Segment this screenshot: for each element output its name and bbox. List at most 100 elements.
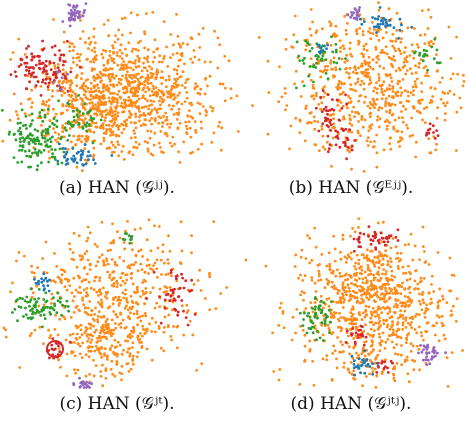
orange-point — [400, 353, 403, 357]
orange-point — [101, 90, 105, 93]
orange-point — [380, 263, 384, 267]
orange-point — [369, 37, 373, 41]
blue-point — [378, 6, 382, 9]
orange-point — [119, 78, 122, 81]
orange-point — [123, 292, 127, 296]
orange-point — [82, 120, 85, 123]
orange-point — [130, 77, 134, 80]
red-point — [181, 276, 185, 280]
orange-point — [2, 326, 6, 330]
orange-point — [366, 264, 370, 267]
orange-point — [421, 225, 425, 229]
orange-point — [299, 324, 302, 328]
orange-point — [53, 252, 56, 255]
orange-point — [144, 287, 148, 290]
orange-point — [161, 250, 165, 254]
orange-point — [189, 36, 193, 40]
orange-point — [95, 341, 99, 344]
orange-point — [42, 303, 46, 307]
orange-point — [117, 295, 121, 299]
orange-point — [125, 297, 128, 301]
orange-point — [104, 376, 108, 380]
orange-point — [61, 68, 65, 71]
orange-point — [65, 81, 68, 84]
green-point — [22, 315, 25, 318]
orange-point — [257, 36, 261, 39]
orange-point — [419, 276, 423, 280]
orange-point — [159, 103, 162, 107]
orange-point — [180, 52, 184, 55]
orange-point — [417, 65, 421, 69]
orange-point — [312, 383, 316, 387]
orange-point — [100, 346, 104, 350]
orange-point — [145, 57, 149, 61]
orange-point — [355, 351, 358, 355]
blue-point — [352, 363, 356, 366]
orange-point — [111, 130, 115, 134]
orange-point — [426, 27, 430, 30]
orange-point — [411, 258, 415, 262]
orange-point — [387, 94, 391, 98]
green-point — [46, 305, 49, 309]
orange-point — [417, 325, 421, 329]
orange-point — [365, 75, 369, 79]
green-point — [30, 138, 34, 142]
blue-point — [360, 363, 364, 367]
orange-point — [76, 118, 79, 122]
orange-point — [402, 104, 405, 108]
orange-point — [349, 234, 352, 238]
orange-point — [406, 295, 410, 299]
orange-point — [393, 286, 397, 290]
orange-point — [405, 99, 409, 103]
orange-point — [89, 87, 93, 91]
orange-point — [107, 112, 110, 116]
orange-point — [359, 83, 362, 87]
orange-point — [442, 323, 445, 327]
orange-point — [411, 133, 414, 137]
orange-point — [68, 45, 72, 48]
orange-point — [129, 121, 133, 124]
orange-point — [388, 108, 392, 112]
orange-point — [81, 30, 85, 33]
orange-point — [109, 56, 113, 60]
green-point — [44, 128, 48, 131]
orange-point — [154, 77, 158, 81]
purple-point — [425, 355, 428, 359]
green-point — [47, 160, 51, 164]
orange-point — [173, 142, 176, 146]
blue-point — [79, 156, 83, 160]
green-point — [60, 313, 63, 317]
red-point — [52, 348, 56, 352]
orange-point — [92, 27, 96, 31]
orange-point — [349, 311, 353, 315]
orange-point — [90, 338, 94, 342]
orange-point — [400, 344, 403, 347]
orange-point — [111, 143, 115, 147]
orange-point — [176, 94, 180, 97]
blue-point — [350, 354, 354, 358]
orange-point — [110, 140, 114, 144]
red-point — [431, 124, 435, 128]
orange-point — [83, 310, 87, 314]
orange-point — [321, 357, 325, 361]
orange-point — [120, 51, 124, 55]
orange-point — [172, 43, 175, 47]
orange-point — [284, 38, 288, 41]
orange-point — [326, 281, 330, 285]
purple-point — [72, 383, 76, 387]
red-point — [173, 287, 176, 291]
green-point — [37, 288, 41, 291]
orange-point — [372, 293, 376, 297]
orange-point — [227, 59, 231, 63]
orange-point — [355, 32, 359, 36]
orange-point — [99, 370, 103, 373]
orange-point — [377, 79, 381, 82]
red-point — [340, 107, 344, 110]
orange-point — [333, 75, 336, 78]
orange-point — [361, 281, 365, 285]
red-point — [34, 75, 38, 79]
orange-point — [373, 86, 377, 89]
orange-point — [67, 278, 71, 282]
orange-point — [420, 308, 424, 312]
green-point — [29, 317, 33, 321]
